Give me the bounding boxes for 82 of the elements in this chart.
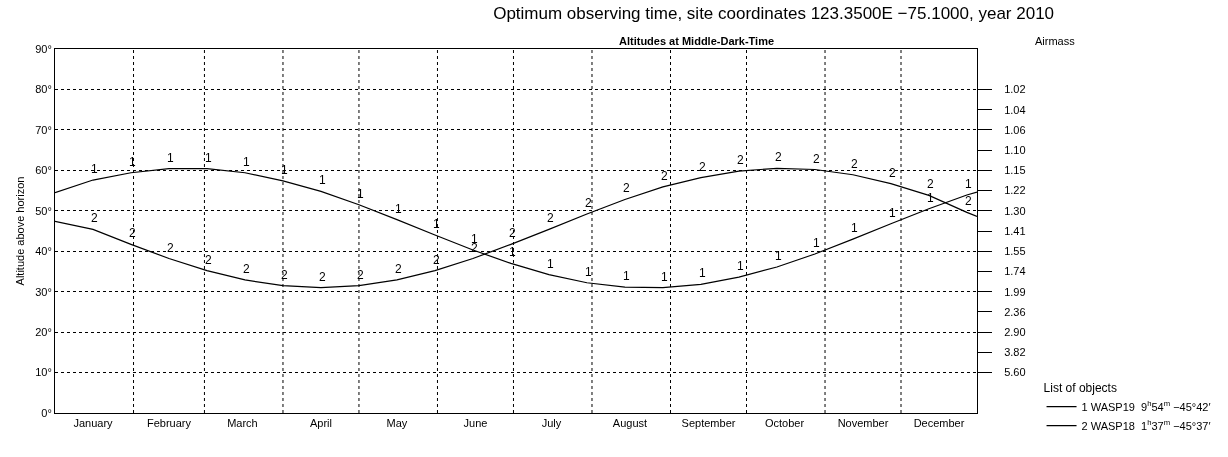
legend-title: List of objects	[1043, 381, 1117, 396]
x-tick-label: August	[612, 417, 648, 430]
annotation: 1	[167, 151, 174, 165]
annotation: 1	[927, 191, 934, 205]
x-tick-label: July	[541, 417, 562, 430]
annotation: 1	[699, 266, 706, 280]
category-label: 5.60	[1004, 366, 1026, 379]
category-label: 1.02	[1004, 83, 1026, 96]
x-tick-label: January	[73, 417, 114, 430]
text: Airmass	[1035, 35, 1076, 47]
category-label: 1.41	[1004, 224, 1026, 237]
annotation: 1	[205, 151, 212, 165]
annotation: 2	[91, 211, 98, 225]
annotation: 2	[243, 262, 250, 276]
x-tick-label: May	[386, 417, 408, 430]
chart-subtitle: Altitudes at Middle-Dark-Time	[619, 35, 775, 47]
y-tick-label: 10°	[35, 366, 52, 379]
annotation: 1	[661, 270, 668, 284]
annotation: 2	[357, 268, 364, 282]
category-label: 1.15	[1004, 164, 1026, 177]
category-label: 1.10	[1004, 143, 1026, 156]
x-tick-label: February	[146, 417, 192, 430]
annotation: 2	[737, 153, 744, 167]
annotation: 1	[813, 236, 820, 250]
annotation: 2	[433, 253, 440, 267]
category-label: 1.55	[1004, 245, 1026, 258]
category-label: 1.22	[1004, 184, 1026, 197]
y-tick-label: 70°	[35, 123, 52, 136]
y-tick-label: 60°	[35, 164, 52, 177]
y-tick-label: 40°	[35, 245, 52, 258]
annotation: 2	[509, 226, 516, 240]
annotation: 1	[243, 155, 250, 169]
annotation: 1	[547, 257, 554, 271]
annotation: 2	[395, 262, 402, 276]
y-tick-label: 30°	[35, 285, 52, 298]
x-tick-label: June	[463, 417, 488, 430]
x-tick-label: April	[309, 417, 332, 430]
annotation: 2	[661, 169, 668, 183]
category-label: 1.30	[1004, 204, 1026, 217]
annotation: 1	[585, 265, 592, 279]
annotation: 2	[319, 270, 326, 284]
annotation: 2	[927, 177, 934, 191]
annotation: 1	[851, 221, 858, 235]
annotation: 2	[205, 253, 212, 267]
annotation: 1	[965, 177, 972, 191]
annotation: 1	[889, 206, 896, 220]
x-tick-label: September	[681, 417, 736, 430]
y-axis-title: Altitude above horizon	[13, 176, 26, 286]
annotation: 1	[433, 217, 440, 231]
annotation: 1	[357, 187, 364, 201]
annotation: 2	[813, 152, 820, 166]
annotation: 2	[775, 150, 782, 164]
y-tick-label: 20°	[35, 325, 52, 338]
y-tick-label: 90°	[35, 42, 52, 55]
category-label: 1.06	[1004, 123, 1026, 136]
annotation: 1	[319, 173, 326, 187]
annotation: 2	[281, 268, 288, 282]
category-label: 3.82	[1004, 346, 1026, 359]
category-label: 1.04	[1004, 103, 1026, 116]
category-label: 1.99	[1004, 285, 1026, 298]
annotation: 2	[585, 196, 592, 210]
category-label: 2.36	[1004, 305, 1026, 318]
annotation: 1	[737, 259, 744, 273]
x-tick-label: December	[913, 417, 965, 430]
annotation: 1	[91, 162, 98, 176]
annotation: 2	[889, 166, 896, 180]
annotation: 2	[965, 194, 972, 208]
annotation: 2	[623, 181, 630, 195]
y-tick-label: 50°	[35, 204, 52, 217]
x-tick-label: October	[764, 417, 805, 430]
legend-label: 1 WASP19 9$^{h}$54$^{m}$ −45°42′	[1081, 399, 1211, 413]
annotation: 2	[851, 157, 858, 171]
annotation: 2	[547, 211, 554, 225]
y-tick-label: 80°	[35, 83, 52, 96]
legend-label: 2 WASP18 1$^{h}$37$^{m}$ −45°37′	[1081, 418, 1211, 432]
y-tick-label: 0°	[41, 406, 52, 419]
category-label: 1.74	[1004, 265, 1026, 278]
annotation: 1	[623, 269, 630, 283]
chart-title: Optimum observing time, site coordinates 123.3500E −75.1000, year 2010	[493, 3, 1055, 23]
x-tick-label: March	[227, 417, 258, 430]
category-label: 2.90	[1004, 325, 1026, 338]
x-tick-label: November	[837, 417, 889, 430]
